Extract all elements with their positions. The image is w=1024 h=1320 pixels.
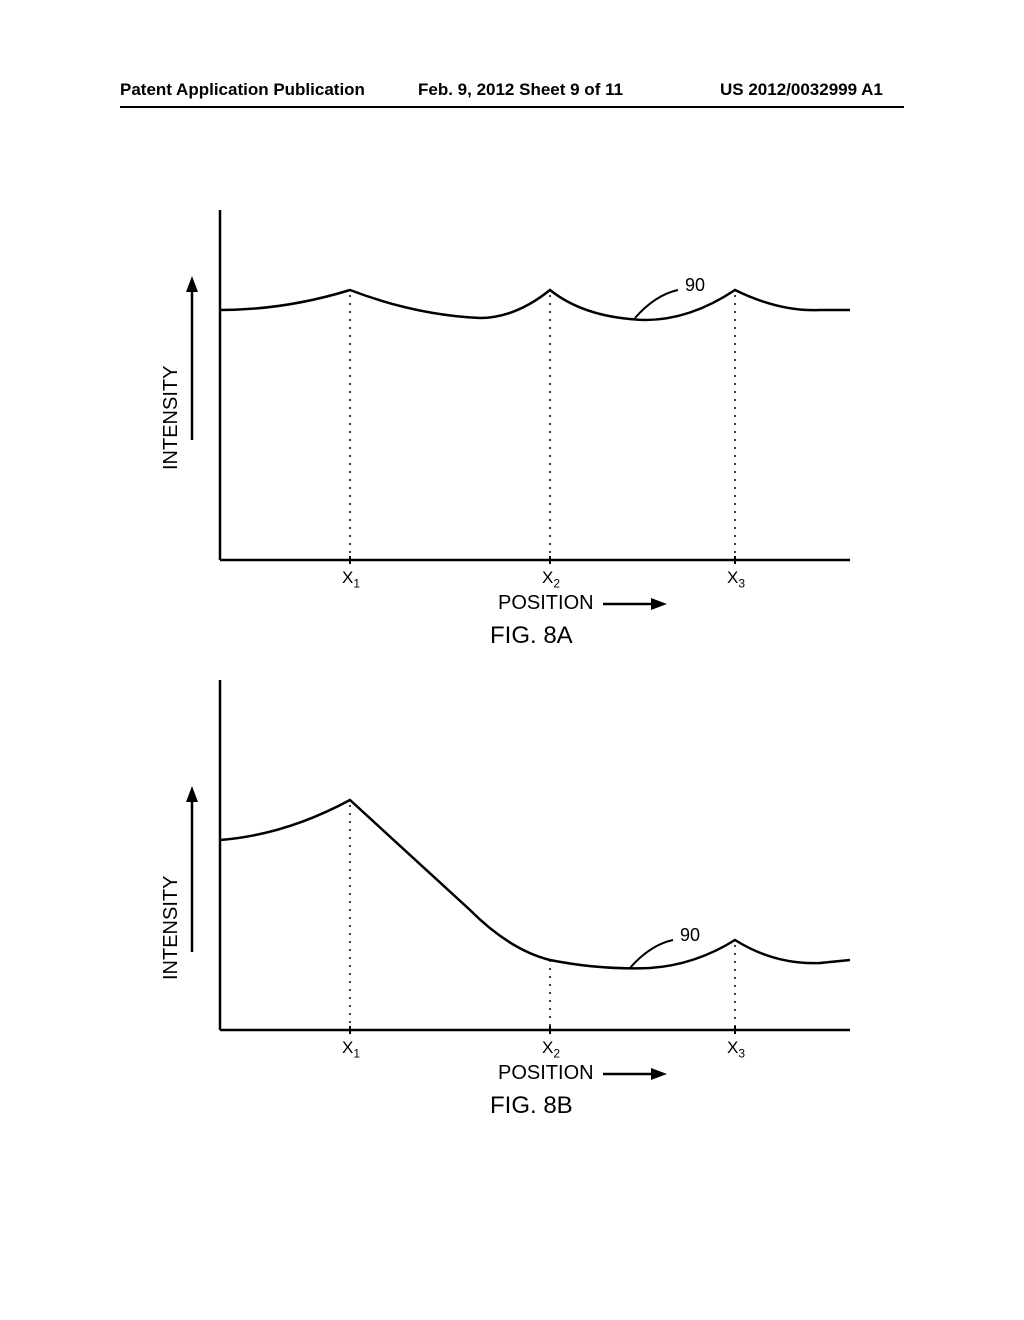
header-right: US 2012/0032999 A1 xyxy=(720,80,883,100)
figure-8a-svg xyxy=(180,190,860,590)
leader-line-b xyxy=(630,940,673,968)
x-axis-label-b: POSITION xyxy=(498,1062,669,1085)
x-tick-label-2-a: X2 xyxy=(542,568,560,590)
y-axis-label-text-b: INTENSITY xyxy=(160,876,182,980)
figure-8a-caption: FIG. 8A xyxy=(490,622,573,650)
page-header: Patent Application Publication Feb. 9, 2… xyxy=(0,80,1024,110)
x-tick-label-3-a: X3 xyxy=(727,568,745,590)
y-axis-label-a: INTENSITY xyxy=(160,366,183,470)
intensity-curve-a xyxy=(220,290,850,320)
x-arrow-icon-a xyxy=(599,597,669,611)
figure-8b: INTENSITY X1 X2 X3 90 POSITION FIG. 8B xyxy=(180,660,860,1120)
x-axis-label-a: POSITION xyxy=(498,592,669,615)
patent-page: Patent Application Publication Feb. 9, 2… xyxy=(0,0,1024,1320)
header-rule xyxy=(120,106,904,108)
x-tick-label-2-b: X2 xyxy=(542,1038,560,1060)
figure-8b-svg xyxy=(180,660,860,1060)
x-tick-label-1-b: X1 xyxy=(342,1038,360,1060)
figure-8a: INTENSITY X1 X2 X3 90 POSITION FIG. 8A xyxy=(180,190,860,650)
x-axis-label-text-a: POSITION xyxy=(498,592,594,614)
y-arrow-head-a xyxy=(186,276,198,292)
y-arrow-head-b xyxy=(186,786,198,802)
y-axis-label-b: INTENSITY xyxy=(160,876,183,980)
figure-8b-caption: FIG. 8B xyxy=(490,1092,573,1120)
x-axis-label-text-b: POSITION xyxy=(498,1062,594,1084)
curve-annotation-a: 90 xyxy=(685,275,705,296)
intensity-curve-b xyxy=(220,800,850,968)
curve-annotation-b: 90 xyxy=(680,925,700,946)
header-left: Patent Application Publication xyxy=(120,80,365,100)
y-axis-label-text-a: INTENSITY xyxy=(160,366,182,470)
x-arrow-icon-b xyxy=(599,1067,669,1081)
leader-line-a xyxy=(635,290,678,318)
header-center: Feb. 9, 2012 Sheet 9 of 11 xyxy=(418,80,623,100)
x-tick-label-3-b: X3 xyxy=(727,1038,745,1060)
x-tick-label-1-a: X1 xyxy=(342,568,360,590)
